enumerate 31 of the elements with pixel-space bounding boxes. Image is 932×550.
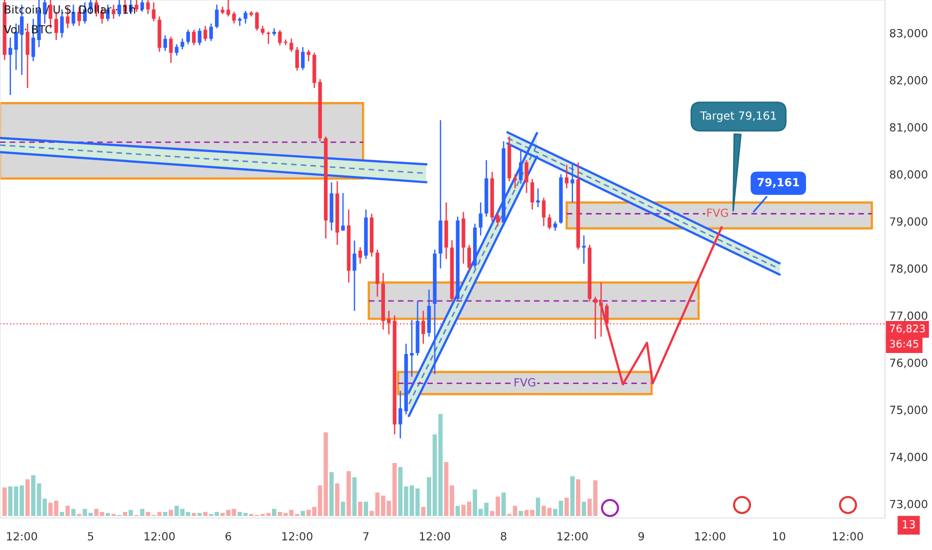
x-tick-label: 7 — [363, 532, 369, 540]
y-tick-label: 75,000 — [890, 406, 928, 416]
x-tick-label: 12:00 — [832, 532, 863, 540]
y-tick-label: 80,000 — [890, 170, 928, 180]
x-tick-label: 12:00 — [558, 532, 588, 540]
x-tick-label: 9 — [638, 532, 644, 540]
x-tick-label: 12:00 — [7, 532, 38, 540]
x-tick-label: 12:00 — [282, 532, 312, 540]
text: 13 — [902, 520, 915, 528]
y-tick-label: 73,000 — [890, 500, 928, 510]
x-tick-label: 8 — [500, 532, 506, 540]
annotation: FVG — [514, 378, 536, 387]
x-tick-label: 6 — [226, 532, 232, 540]
x-tick-label: 10 — [773, 532, 786, 540]
annotation: FVG — [707, 208, 728, 217]
x-tick-label: 5 — [88, 532, 94, 540]
annotation: Target 79,161 — [700, 111, 776, 122]
y-tick-label: 79,000 — [890, 217, 928, 227]
y-tick-label: 83,000 — [890, 28, 928, 38]
text: 36:45 — [890, 340, 918, 348]
y-tick-label: 76,000 — [890, 358, 928, 368]
x-tick-label: 12:00 — [695, 532, 726, 540]
ref-line-label: 76,823 — [890, 324, 925, 334]
y-tick-label: 77,000 — [890, 311, 928, 322]
x-tick-label: 12:00 — [420, 532, 450, 540]
y-tick-label: 74,000 — [890, 452, 928, 462]
x-tick-label: 12:00 — [144, 532, 175, 540]
y-tick-label: 82,000 — [890, 76, 928, 86]
y-tick-label: 81,000 — [890, 123, 928, 133]
y-tick-label: 78,000 — [890, 264, 928, 274]
annotation: 79,161 — [758, 178, 799, 188]
